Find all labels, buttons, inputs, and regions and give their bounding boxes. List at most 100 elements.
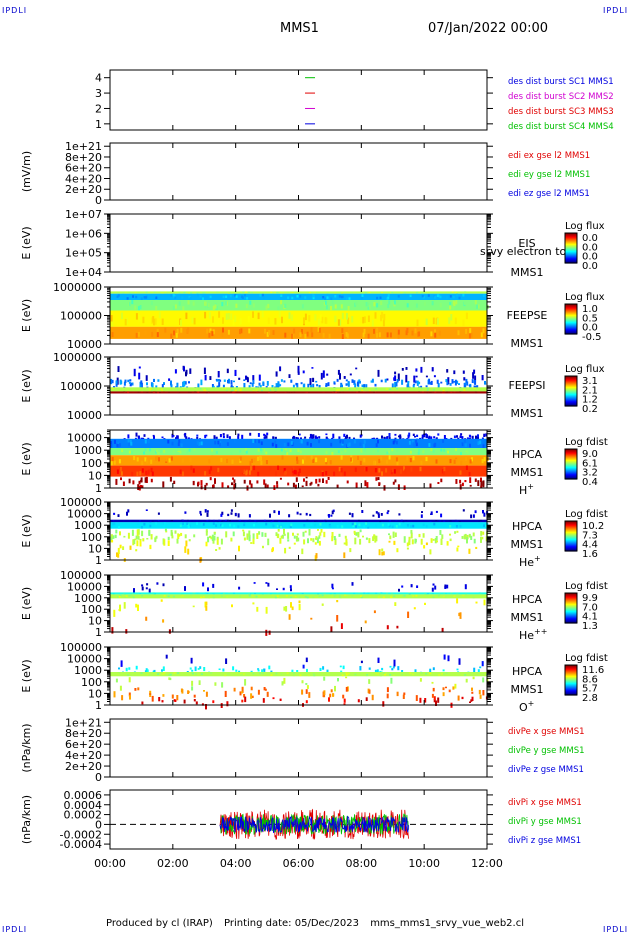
- heatmap-cell: [126, 392, 129, 394]
- heatmap-cell: [449, 520, 452, 522]
- heatmap-cell: [340, 623, 343, 629]
- heatmap-cell: [204, 311, 207, 319]
- heatmap-cell: [481, 458, 484, 464]
- heatmap-cell: [161, 292, 164, 294]
- colorbar-cell: [565, 309, 577, 311]
- heatmap-cell: [116, 443, 119, 448]
- colorbar-cell: [565, 685, 577, 687]
- heatmap-cell: [212, 583, 215, 588]
- heatmap-cell: [348, 512, 351, 515]
- heatmap-cell: [324, 297, 327, 300]
- heatmap-cell: [311, 332, 314, 338]
- heatmap-cell: [128, 381, 131, 384]
- heatmap-cell: [258, 439, 261, 444]
- heatmap-cell: [392, 666, 395, 669]
- heatmap-cell: [330, 297, 333, 300]
- heatmap-cell: [139, 520, 141, 522]
- heatmap-cell: [317, 483, 320, 487]
- y-tick-label: 1000: [74, 664, 102, 677]
- heatmap-cell: [221, 592, 224, 594]
- heatmap-cell: [206, 512, 209, 517]
- heatmap-cell: [234, 294, 237, 297]
- heatmap-cell: [132, 480, 135, 485]
- heatmap-cell: [472, 372, 475, 379]
- heatmap-cell: [375, 443, 378, 447]
- heatmap-cell: [428, 435, 431, 440]
- heatmap-cell: [196, 522, 198, 525]
- heatmap-cell: [201, 520, 204, 522]
- heatmap-cell: [412, 595, 415, 597]
- heatmap-cell: [153, 391, 156, 393]
- heatmap-cell: [464, 534, 467, 540]
- heatmap-cell: [437, 594, 440, 597]
- colorbar-title: Log fdist: [565, 653, 608, 664]
- heatmap-cell: [151, 520, 154, 522]
- heatmap-cell: [200, 513, 202, 516]
- colorbar-cell: [565, 530, 577, 532]
- heatmap-cell: [115, 478, 118, 485]
- heatmap-cell: [290, 292, 293, 294]
- heatmap-cell: [429, 483, 432, 489]
- heatmap-cell: [474, 478, 477, 482]
- heatmap-cell: [153, 436, 155, 440]
- panel-frame: [109, 142, 488, 201]
- heatmap-cell: [197, 391, 200, 393]
- heatmap-cell: [118, 443, 121, 448]
- heatmap-cell: [191, 672, 194, 675]
- heatmap-cell: [255, 521, 258, 523]
- heatmap-cell: [338, 466, 341, 472]
- colorbar-cell: [565, 379, 577, 381]
- heatmap-cell: [239, 318, 242, 325]
- heatmap-cell: [138, 366, 141, 369]
- heatmap-cell: [139, 540, 142, 547]
- colorbar-tick-label: 1.0: [582, 304, 598, 315]
- heatmap-cell: [189, 391, 192, 393]
- heatmap-cell: [463, 377, 466, 381]
- heatmap-cell: [227, 485, 230, 488]
- heatmap-cell: [227, 673, 230, 675]
- heatmap-cell: [349, 373, 352, 376]
- colorbar-cell: [565, 689, 577, 691]
- heatmap-cell: [129, 593, 132, 595]
- heatmap-cell: [182, 306, 185, 311]
- heatmap-cell: [390, 677, 393, 684]
- heatmap-cell: [259, 448, 262, 451]
- heatmap-cell: [415, 303, 418, 308]
- heatmap-cell: [300, 439, 303, 444]
- colorbar-cell: [565, 690, 577, 692]
- heatmap-cell: [192, 301, 195, 306]
- heatmap-cell: [401, 670, 404, 673]
- heatmap-cell: [402, 521, 405, 523]
- heatmap-cell: [404, 469, 407, 474]
- heatmap-cell: [259, 455, 261, 461]
- heatmap-cell: [396, 449, 399, 453]
- heatmap-cell: [225, 531, 228, 538]
- heatmap-cell: [423, 545, 426, 549]
- heatmap-cell: [470, 699, 473, 702]
- heatmap-cell: [430, 448, 433, 452]
- heatmap-cell: [358, 391, 361, 393]
- heatmap-cell: [441, 392, 444, 394]
- heatmap-cell: [304, 530, 307, 533]
- heatmap-cell: [415, 439, 418, 444]
- heatmap-cell: [260, 441, 263, 446]
- heatmap-cell: [420, 460, 423, 465]
- spacecraft-label: MMS1: [511, 407, 544, 420]
- heatmap-cell: [325, 480, 328, 484]
- heatmap-cell: [472, 596, 475, 599]
- heatmap-cell: [313, 449, 316, 453]
- colorbar-cell: [565, 595, 577, 597]
- heatmap-cell: [408, 593, 411, 595]
- heatmap-cell: [216, 380, 219, 382]
- heatmap-cell: [157, 392, 160, 394]
- heatmap-cell: [372, 450, 375, 454]
- heatmap-cell: [224, 388, 227, 391]
- colorbar-cell: [565, 236, 577, 238]
- heatmap-cell: [407, 381, 410, 383]
- heatmap-cell: [457, 545, 460, 548]
- heatmap-cell: [275, 444, 278, 448]
- heatmap-cell: [434, 296, 437, 299]
- heatmap-cell: [462, 370, 465, 374]
- heatmap-cell: [204, 389, 207, 391]
- heatmap-cell: [303, 539, 306, 545]
